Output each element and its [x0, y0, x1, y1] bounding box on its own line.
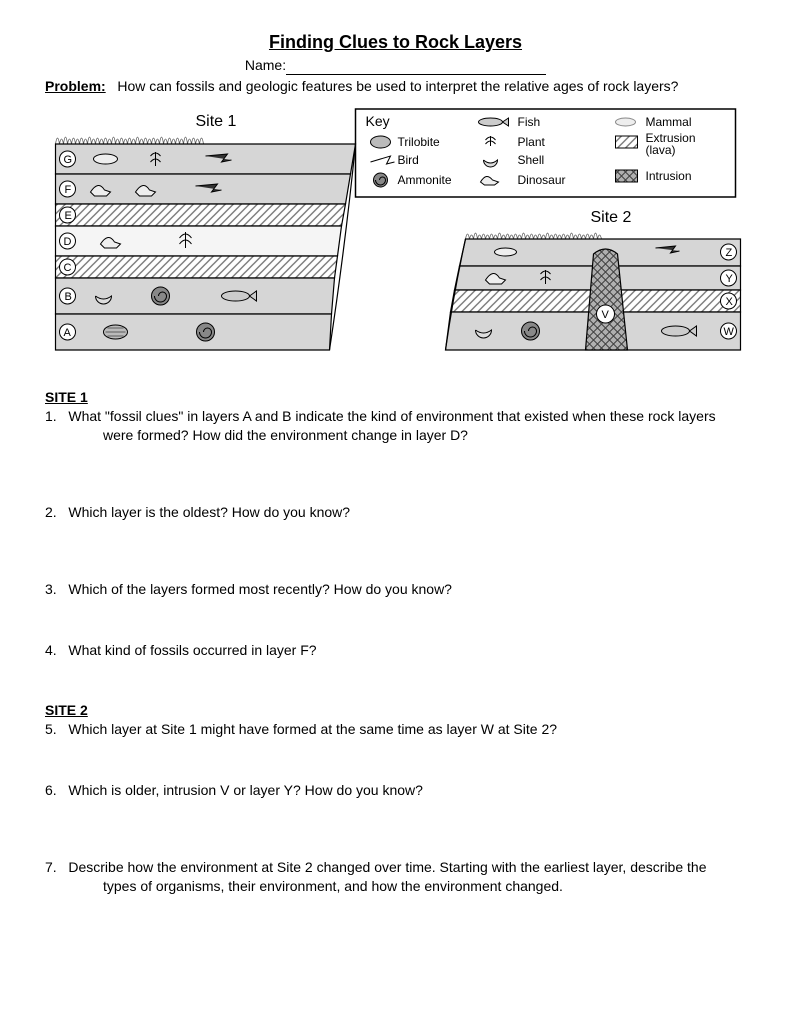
q2-text: Which layer is the oldest? How do you kn…: [68, 504, 350, 520]
question-6: 6. Which is older, intrusion V or layer …: [45, 781, 746, 800]
q1-num: 1.: [45, 408, 57, 424]
key-title: Key: [366, 113, 390, 129]
question-5: 5. Which layer at Site 1 might have form…: [45, 720, 746, 739]
svg-text:Y: Y: [726, 273, 734, 285]
q6-num: 6.: [45, 782, 57, 798]
q5-num: 5.: [45, 721, 57, 737]
key-fish: Fish: [518, 115, 541, 129]
name-blank: [286, 74, 546, 75]
intrusion-icon: [616, 170, 638, 182]
key-bird: Bird: [398, 153, 419, 167]
problem-label: Problem:: [45, 78, 106, 94]
q3-text: Which of the layers formed most recently…: [68, 581, 452, 597]
svg-text:G: G: [64, 154, 73, 166]
q4-text: What kind of fossils occurred in layer F…: [68, 642, 316, 658]
svg-text:C: C: [64, 262, 72, 274]
q1-line2: were formed? How did the environment cha…: [45, 426, 746, 445]
q3-num: 3.: [45, 581, 57, 597]
site2-label: Site 2: [591, 209, 632, 226]
page-title: Finding Clues to Rock Layers: [45, 30, 746, 54]
question-7: 7. Describe how the environment at Site …: [45, 858, 746, 896]
q7-line2: types of organisms, their environment, a…: [45, 877, 746, 896]
svg-text:F: F: [65, 184, 72, 196]
q5-text: Which layer at Site 1 might have formed …: [68, 721, 557, 737]
q7-line1: Describe how the environment at Site 2 c…: [68, 859, 706, 875]
q7-num: 7.: [45, 859, 57, 875]
site2-heading: SITE 2: [45, 701, 746, 720]
problem-body: How can fossils and geologic features be…: [117, 78, 678, 94]
mammal-icon: [616, 118, 636, 126]
site1-grass: [56, 137, 204, 144]
site2-grass: [466, 233, 602, 239]
q4-num: 4.: [45, 642, 57, 658]
key-shell: Shell: [518, 153, 545, 167]
q6-text: Which is older, intrusion V or layer Y? …: [68, 782, 423, 798]
svg-text:A: A: [64, 327, 72, 339]
rock-layers-diagram: Key Trilobite Bird Ammonite Fish Plant S…: [45, 104, 746, 384]
question-3: 3. Which of the layers formed most recen…: [45, 580, 746, 599]
svg-text:V: V: [602, 309, 610, 321]
q2-num: 2.: [45, 504, 57, 520]
svg-text:D: D: [64, 236, 72, 248]
svg-text:E: E: [65, 210, 72, 222]
key-dinosaur: Dinosaur: [518, 173, 566, 187]
name-field-line: Name:: [45, 56, 746, 75]
trilobite-icon: [371, 136, 391, 148]
key-trilobite: Trilobite: [398, 135, 441, 149]
name-label: Name:: [245, 57, 286, 73]
key-plant: Plant: [518, 135, 546, 149]
question-2: 2. Which layer is the oldest? How do you…: [45, 503, 746, 522]
key-extrusion-2: (lava): [646, 143, 676, 157]
svg-text:W: W: [724, 326, 735, 338]
question-1: 1. What "fossil clues" in layers A and B…: [45, 407, 746, 445]
extrusion-icon: [616, 136, 638, 148]
site1-layers: [56, 144, 356, 350]
svg-text:B: B: [65, 291, 72, 303]
svg-text:X: X: [726, 296, 734, 308]
q1-line1: What "fossil clues" in layers A and B in…: [68, 408, 715, 424]
site1-label: Site 1: [196, 113, 237, 130]
svg-text:Z: Z: [726, 247, 733, 259]
fish-icon: [479, 118, 503, 126]
question-4: 4. What kind of fossils occurred in laye…: [45, 641, 746, 660]
site1-heading: SITE 1: [45, 388, 746, 407]
problem-line: Problem: How can fossils and geologic fe…: [45, 77, 746, 96]
key-mammal: Mammal: [646, 115, 692, 129]
key-intrusion: Intrusion: [646, 169, 692, 183]
key-ammonite: Ammonite: [398, 173, 452, 187]
